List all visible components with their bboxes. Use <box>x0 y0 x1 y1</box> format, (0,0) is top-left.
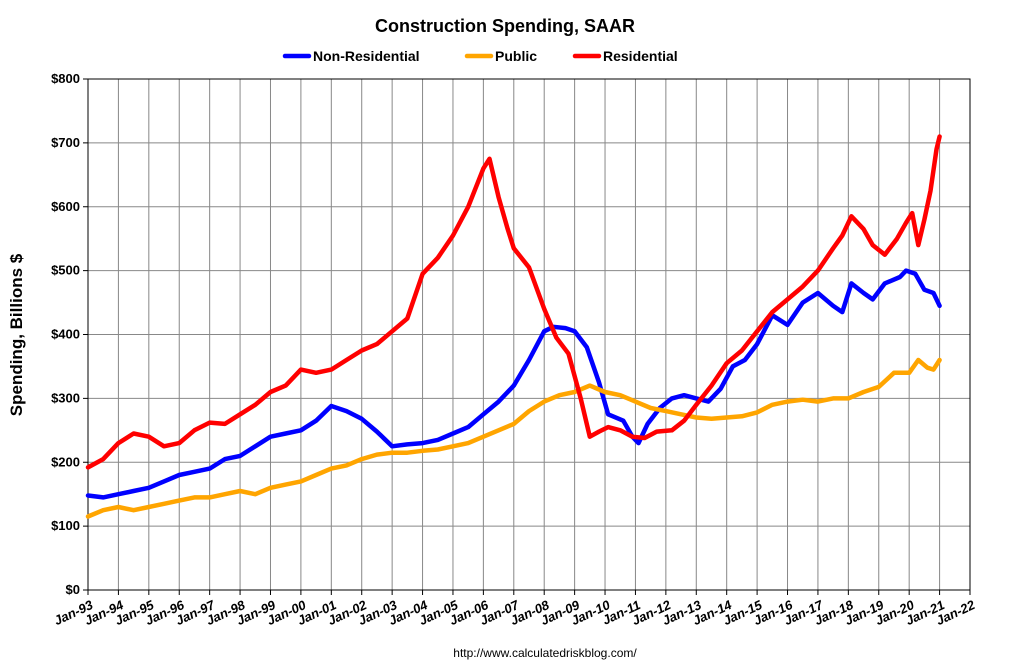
y-axis-label: Spending, Billions $ <box>7 253 26 416</box>
legend-label-residential: Residential <box>603 48 678 64</box>
legend-label-public: Public <box>495 48 537 64</box>
y-tick-label: $300 <box>51 390 80 405</box>
series-lines <box>85 134 942 519</box>
y-tick-label: $600 <box>51 199 80 214</box>
y-axis-ticks: $0 $100 $200 $300 $400 $500 $600 $700 $800 <box>51 71 88 597</box>
y-tick-label: $500 <box>51 263 80 278</box>
series-line-non-residential <box>85 268 942 500</box>
series-line-residential <box>85 134 942 470</box>
legend-label-non-residential: Non-Residential <box>313 48 420 64</box>
y-tick-label: $100 <box>51 518 80 533</box>
series-line-public <box>85 357 942 519</box>
y-tick-label: $800 <box>51 71 80 86</box>
y-tick-label: $0 <box>66 582 80 597</box>
y-tick-label: $200 <box>51 454 80 469</box>
chart-title: Construction Spending, SAAR <box>375 16 635 36</box>
legend: Non-Residential Public Residential <box>282 48 678 64</box>
y-tick-label: $700 <box>51 135 80 150</box>
y-tick-label: $400 <box>51 327 80 342</box>
source-url: http://www.calculatedriskblog.com/ <box>453 646 637 660</box>
